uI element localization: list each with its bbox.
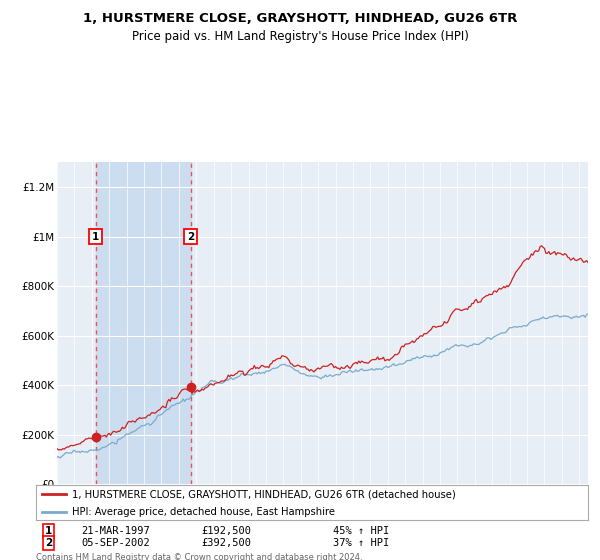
Text: 37% ↑ HPI: 37% ↑ HPI bbox=[333, 538, 389, 548]
Text: 45% ↑ HPI: 45% ↑ HPI bbox=[333, 526, 389, 536]
Text: 1, HURSTMERE CLOSE, GRAYSHOTT, HINDHEAD, GU26 6TR (detached house): 1, HURSTMERE CLOSE, GRAYSHOTT, HINDHEAD,… bbox=[72, 489, 455, 500]
Text: HPI: Average price, detached house, East Hampshire: HPI: Average price, detached house, East… bbox=[72, 507, 335, 517]
Text: 2: 2 bbox=[45, 538, 52, 548]
Text: Contains HM Land Registry data © Crown copyright and database right 2024.
This d: Contains HM Land Registry data © Crown c… bbox=[36, 553, 362, 560]
Text: 1: 1 bbox=[92, 232, 99, 242]
Bar bbox=[95, 162, 191, 484]
Text: £192,500: £192,500 bbox=[201, 526, 251, 536]
Text: 1, HURSTMERE CLOSE, GRAYSHOTT, HINDHEAD, GU26 6TR: 1, HURSTMERE CLOSE, GRAYSHOTT, HINDHEAD,… bbox=[83, 12, 517, 25]
Text: £392,500: £392,500 bbox=[201, 538, 251, 548]
Text: 05-SEP-2002: 05-SEP-2002 bbox=[81, 538, 150, 548]
Text: Price paid vs. HM Land Registry's House Price Index (HPI): Price paid vs. HM Land Registry's House … bbox=[131, 30, 469, 43]
Text: 2: 2 bbox=[187, 232, 194, 242]
Text: 1: 1 bbox=[45, 526, 52, 536]
Text: 21-MAR-1997: 21-MAR-1997 bbox=[81, 526, 150, 536]
